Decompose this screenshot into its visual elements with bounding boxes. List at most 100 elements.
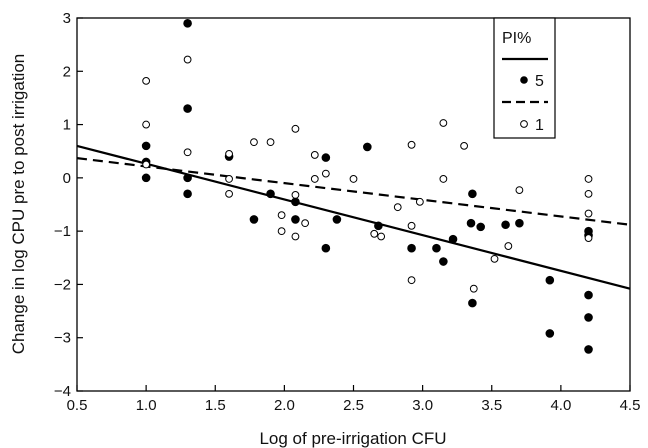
- data-point-open: [407, 221, 416, 230]
- data-point-filled: [183, 19, 192, 28]
- y-tick-label: −2: [54, 276, 71, 293]
- x-tick-label: 3.0: [412, 397, 433, 414]
- trend-line-dashed: [76, 157, 631, 226]
- data-point-open: [301, 219, 310, 228]
- data-point-open: [407, 276, 416, 285]
- data-point-filled: [468, 298, 477, 308]
- data-point-open: [439, 119, 448, 127]
- x-tick-label: 1.0: [136, 397, 157, 414]
- data-point-open: [266, 138, 275, 147]
- data-point-filled: [291, 197, 300, 207]
- y-tick-label: −4: [54, 383, 71, 400]
- data-point-filled: [332, 215, 342, 224]
- trend-lines: [76, 144, 631, 290]
- data-point-open: [370, 229, 379, 238]
- data-point-open: [460, 141, 469, 150]
- data-point-open: [584, 175, 593, 183]
- legend-entry-1: 1: [535, 117, 544, 134]
- data-point-open: [250, 138, 258, 147]
- data-points: [141, 19, 593, 354]
- data-point-open: [469, 284, 478, 293]
- legend: PI% 5 1: [493, 17, 556, 139]
- data-point-open: [490, 254, 499, 263]
- data-point-open: [225, 175, 233, 183]
- data-point-open: [377, 232, 386, 241]
- y-tick-label: −3: [54, 330, 71, 347]
- data-point-open: [225, 189, 233, 198]
- data-point-open: [291, 191, 300, 199]
- data-point-filled: [515, 218, 524, 228]
- data-point-filled: [584, 313, 593, 322]
- data-point-filled: [466, 218, 476, 228]
- data-point-open: [142, 120, 151, 129]
- x-tick-label: 2.0: [274, 397, 295, 414]
- legend-open-marker: [520, 120, 528, 128]
- y-tick-label: 0: [63, 170, 71, 187]
- legend-entry-5: 5: [535, 73, 544, 90]
- data-point-open: [515, 186, 524, 195]
- x-tick-label: 2.5: [343, 397, 364, 414]
- data-point-open: [142, 76, 151, 85]
- data-point-open: [349, 175, 358, 183]
- data-point-filled: [363, 142, 372, 152]
- data-point-filled: [321, 153, 331, 162]
- data-point-filled: [183, 173, 192, 183]
- data-point-open: [225, 149, 233, 158]
- data-point-open: [393, 203, 402, 212]
- data-point-filled: [183, 189, 192, 199]
- x-axis: 0.5 1.0 1.5 2.0 2.5 3.0 3.5 4.0 4.5: [67, 385, 641, 414]
- data-point-open: [415, 197, 424, 206]
- data-point-open: [584, 234, 593, 242]
- x-tick-label: 3.5: [481, 397, 502, 414]
- data-point-open: [584, 189, 593, 198]
- data-point-filled: [584, 290, 593, 300]
- legend-title: PI%: [502, 30, 531, 47]
- data-point-open: [407, 140, 416, 149]
- data-point-filled: [141, 141, 151, 151]
- data-point-open: [310, 151, 319, 159]
- x-axis-title: Log of pre-irrigation CFU: [259, 429, 446, 448]
- data-point-filled: [501, 220, 510, 230]
- data-point-open: [277, 211, 286, 220]
- y-axis-title: Change in log CPU pre to post irrigation: [9, 54, 28, 355]
- data-point-filled: [584, 345, 593, 354]
- data-point-open: [584, 209, 593, 218]
- data-point-filled: [468, 189, 477, 199]
- data-point-open: [321, 169, 330, 178]
- x-tick-label: 0.5: [67, 397, 88, 414]
- data-point-open: [277, 227, 286, 236]
- data-point-open: [439, 175, 448, 183]
- y-axis: −4 −3 −2 −1 0 1 2 3: [54, 10, 83, 400]
- y-tick-label: 1: [63, 117, 71, 134]
- data-point-filled: [476, 222, 485, 232]
- data-point-open: [310, 175, 319, 183]
- data-point-open: [183, 55, 192, 64]
- data-point-filled: [321, 243, 331, 253]
- data-point-open: [504, 242, 513, 250]
- data-point-filled: [249, 215, 259, 224]
- trend-line-solid: [76, 144, 631, 290]
- data-point-filled: [545, 275, 555, 285]
- y-tick-label: −1: [54, 223, 71, 240]
- data-point-filled: [439, 257, 448, 266]
- x-tick-label: 4.0: [550, 397, 571, 414]
- data-point-filled: [141, 173, 151, 183]
- data-point-filled: [374, 221, 383, 231]
- data-point-open: [183, 148, 192, 157]
- data-point-filled: [407, 243, 416, 253]
- y-tick-label: 3: [63, 10, 71, 27]
- data-point-open: [291, 124, 300, 133]
- data-point-filled: [266, 189, 275, 199]
- legend-filled-marker: [520, 76, 528, 84]
- data-point-open: [291, 232, 300, 241]
- data-point-open: [142, 160, 151, 169]
- data-point-filled: [432, 243, 441, 253]
- y-tick-label: 2: [63, 63, 71, 80]
- data-point-filled: [448, 234, 458, 244]
- x-tick-label: 1.5: [205, 397, 226, 414]
- data-point-filled: [545, 329, 555, 338]
- data-point-filled: [183, 104, 192, 113]
- x-tick-label: 4.5: [620, 397, 641, 414]
- data-point-filled: [291, 215, 300, 224]
